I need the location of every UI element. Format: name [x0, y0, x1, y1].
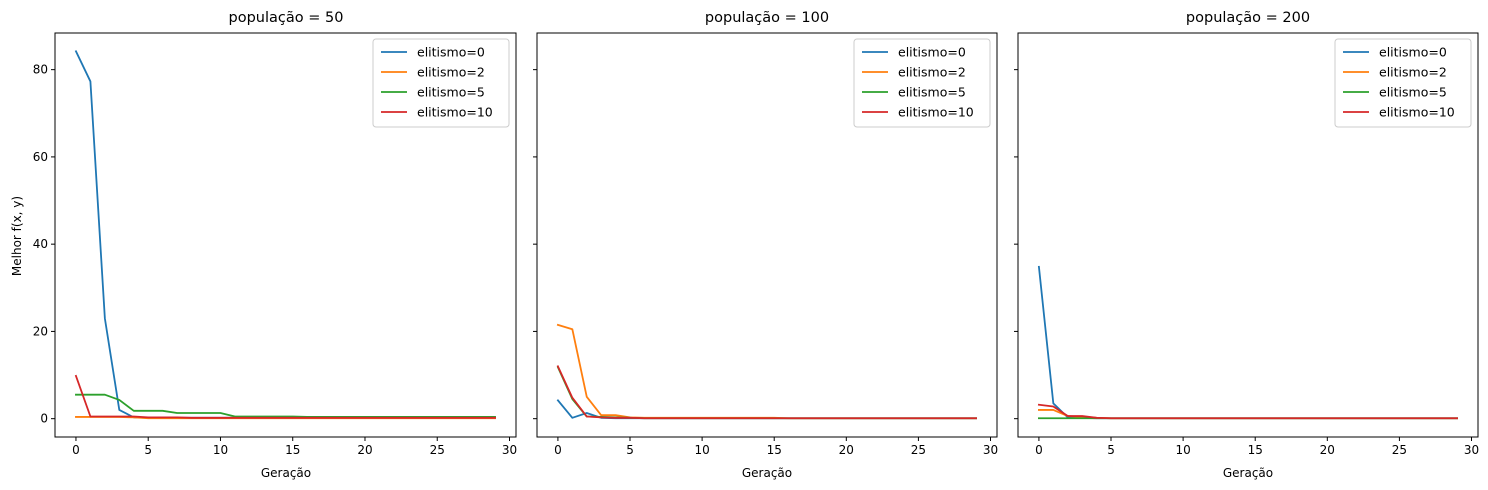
- x-tick-label: 15: [767, 443, 782, 457]
- x-tick-label: 5: [144, 443, 152, 457]
- legend-box: [1334, 38, 1472, 128]
- series-line-elitismo-10: [1037, 403, 1458, 420]
- x-tick-label: 20: [357, 443, 372, 457]
- legend-entry-label: elitismo=0: [898, 45, 966, 60]
- x-tick-label: 25: [430, 443, 445, 457]
- legend-box: [372, 38, 510, 128]
- plot-frame: [54, 32, 517, 438]
- series-line-elitismo-0: [1037, 265, 1458, 420]
- panel-title: população = 100: [705, 10, 829, 26]
- x-tick-label: 25: [1392, 443, 1407, 457]
- y-tick-label: 20: [33, 324, 48, 338]
- x-tick-label: 0: [1035, 443, 1043, 457]
- x-tick-label: 10: [694, 443, 709, 457]
- panel-title: população = 200: [1186, 10, 1310, 26]
- x-tick-label: 5: [626, 443, 634, 457]
- legend-entry-label: elitismo=5: [1379, 85, 1447, 100]
- x-tick-label: 20: [1320, 443, 1335, 457]
- legend-entry-label: elitismo=0: [417, 45, 485, 60]
- x-axis-label: Geração: [742, 466, 792, 480]
- chart-panel-population-200: população = 200 Geração 0 5 10 15 20 25 30 elit…: [1014, 10, 1479, 480]
- y-axis-label: Melhor f(x, y): [10, 196, 24, 276]
- x-tick-label: 10: [213, 443, 228, 457]
- series-line-elitismo-10: [556, 365, 977, 420]
- legend-entry-label: elitismo=5: [417, 85, 485, 100]
- y-tick-label: 0: [40, 412, 48, 426]
- legend-box: [853, 38, 991, 128]
- x-tick-label: 15: [285, 443, 300, 457]
- x-axis-label: Geração: [261, 466, 311, 480]
- legend-entry-label: elitismo=0: [1379, 45, 1447, 60]
- panel-title: população = 50: [229, 10, 344, 26]
- legend-entry-label: elitismo=2: [898, 65, 966, 80]
- y-tick-label: 40: [33, 237, 48, 251]
- series-lines: [1037, 265, 1458, 420]
- series-line-elitismo-5: [556, 365, 977, 420]
- legend-entry-label: elitismo=10: [898, 105, 974, 120]
- legend: elitismo=0 elitismo=2 elitismo=5 elitismo=1…: [1334, 38, 1472, 128]
- legend-entry-label: elitismo=2: [1379, 65, 1447, 80]
- legend-entry-label: elitismo=5: [898, 85, 966, 100]
- legend-entry-label: elitismo=2: [417, 65, 485, 80]
- x-tick-label: 10: [1175, 443, 1190, 457]
- y-tick-label: 60: [33, 150, 48, 164]
- legend: elitismo=0 elitismo=2 elitismo=5 elitismo=1…: [853, 38, 991, 128]
- x-tick-label: 20: [839, 443, 854, 457]
- chart-panel-population-50: população = 50 Geração Melhor f(x, y) 0 5…: [10, 10, 517, 480]
- x-tick-label: 15: [1248, 443, 1263, 457]
- series-line-elitismo-2: [556, 323, 977, 420]
- legend-entry-label: elitismo=10: [1379, 105, 1455, 120]
- legend: elitismo=0 elitismo=2 elitismo=5 elitismo=1…: [372, 38, 510, 128]
- x-tick-label: 0: [72, 443, 80, 457]
- x-tick-label: 30: [983, 443, 998, 457]
- x-tick-label: 30: [1464, 443, 1479, 457]
- series-lines: [74, 50, 496, 420]
- x-tick-label: 30: [502, 443, 517, 457]
- plot-frame: [1017, 32, 1479, 438]
- x-tick-label: 5: [1107, 443, 1115, 457]
- legend-entry-label: elitismo=10: [417, 105, 493, 120]
- series-line-elitismo-2: [1038, 409, 1458, 420]
- x-tick-label: 0: [554, 443, 562, 457]
- series-line-elitismo-10: [74, 374, 496, 419]
- x-axis-label: Geração: [1223, 466, 1273, 480]
- y-tick-label: 80: [33, 63, 48, 77]
- series-line-elitismo-5: [75, 393, 496, 418]
- series-lines: [556, 323, 977, 420]
- x-tick-label: 25: [911, 443, 926, 457]
- chart-panel-population-100: população = 100 Geração 0 5 10 15 20 25 30 elit…: [533, 10, 998, 480]
- plot-frame: [536, 32, 998, 438]
